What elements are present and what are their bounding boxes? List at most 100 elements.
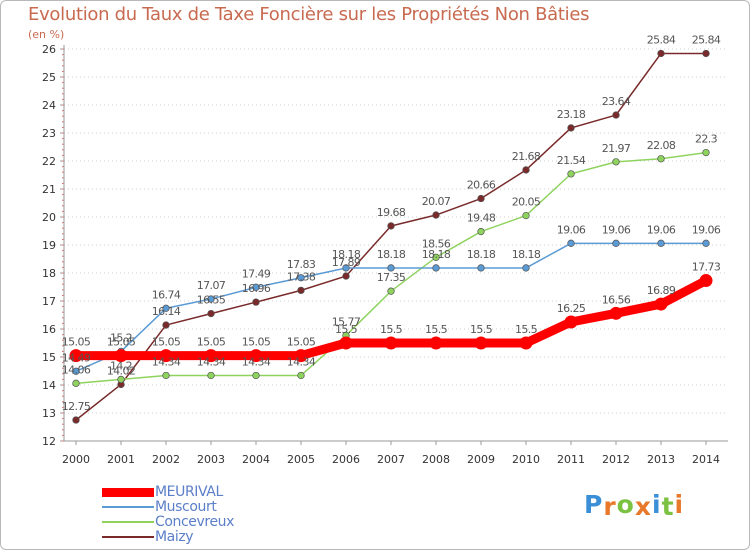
- data-point-muscourt-2005: [297, 274, 305, 282]
- x-tick-label-2004: 2004: [242, 453, 270, 466]
- data-label-maizy-2009: 20.66: [467, 179, 496, 192]
- data-label-maizy-2011: 23.18: [557, 108, 586, 121]
- data-label-maizy-2001: 14.02: [107, 364, 136, 377]
- data-point-muscourt-2007: [387, 264, 395, 272]
- data-label-muscourt-2004: 17.49: [242, 267, 271, 280]
- data-label-maizy-2012: 23.64: [602, 95, 631, 108]
- y-tick-label-14: 14: [42, 379, 56, 392]
- data-label-muscourt-2009: 18.18: [467, 248, 496, 261]
- data-point-maizy-2000: [72, 416, 80, 424]
- data-label-meurival-2008: 15.5: [425, 323, 448, 336]
- data-label-concevreux-2014: 22.3: [695, 133, 718, 146]
- data-label-muscourt-2008: 18.18: [422, 248, 451, 261]
- y-tick-label-13: 13: [42, 407, 56, 420]
- data-point-concevreux-2004: [252, 371, 260, 380]
- data-label-maizy-2007: 19.68: [377, 206, 406, 219]
- data-point-maizy-2010: [522, 166, 530, 174]
- data-point-muscourt-2009: [477, 264, 485, 272]
- data-label-meurival-2009: 15.5: [470, 323, 493, 336]
- data-label-muscourt-2002: 16.74: [152, 288, 181, 301]
- data-label-maizy-2014: 25.84: [692, 33, 721, 46]
- data-point-concevreux-2005: [297, 371, 305, 380]
- data-label-maizy-2008: 20.07: [422, 195, 451, 208]
- data-point-muscourt-2004: [252, 283, 260, 291]
- data-point-muscourt-2006: [342, 264, 350, 272]
- data-point-concevreux-2010: [522, 211, 530, 220]
- legend-label-muscourt: Muscourt: [155, 499, 217, 515]
- x-tick-label-2009: 2009: [467, 453, 495, 466]
- chart-title: Evolution du Taux de Taxe Foncière sur l…: [28, 4, 590, 25]
- data-point-maizy-2005: [297, 286, 305, 295]
- legend-label-concevreux: Concevreux: [155, 514, 235, 530]
- data-label-meurival-2012: 16.56: [602, 293, 631, 306]
- data-label-muscourt-2007: 18.18: [377, 248, 406, 261]
- data-point-maizy-2011: [567, 124, 575, 132]
- data-point-concevreux-2009: [477, 227, 485, 236]
- data-point-meurival-2002: [159, 349, 173, 363]
- x-tick-label-2002: 2002: [152, 453, 180, 466]
- x-tick-label-2000: 2000: [62, 453, 90, 466]
- data-label-muscourt-2013: 19.06: [647, 223, 676, 236]
- data-point-muscourt-2013: [657, 239, 665, 247]
- data-label-maizy-2004: 16.96: [242, 282, 271, 295]
- y-tick-label-24: 24: [42, 99, 56, 112]
- x-tick-label-2011: 2011: [557, 453, 585, 466]
- data-point-meurival-2000: [69, 349, 83, 363]
- data-point-concevreux-2014: [702, 148, 710, 157]
- data-label-concevreux-2001: 14.2: [110, 359, 132, 372]
- y-tick-label-18: 18: [42, 267, 56, 280]
- data-point-concevreux-2007: [387, 287, 395, 295]
- data-point-meurival-2011: [564, 315, 578, 329]
- x-tick-label-2010: 2010: [512, 453, 540, 466]
- data-label-muscourt-2011: 19.06: [557, 223, 586, 236]
- data-label-meurival-2004: 15.05: [242, 336, 271, 349]
- data-point-maizy-2002: [162, 321, 170, 329]
- x-tick-label-2003: 2003: [197, 453, 225, 466]
- x-tick-label-2007: 2007: [377, 453, 405, 466]
- y-tick-label-15: 15: [42, 351, 56, 364]
- data-label-concevreux-2003: 14.34: [197, 355, 226, 368]
- data-point-concevreux-2001: [117, 375, 125, 384]
- x-tick-label-2012: 2012: [602, 453, 630, 466]
- data-point-concevreux-2003: [207, 371, 215, 380]
- data-point-meurival-2001: [114, 349, 128, 363]
- data-label-concevreux-2013: 22.08: [647, 139, 676, 152]
- legend-swatch-meurival: [102, 487, 154, 497]
- data-point-muscourt-2014: [702, 239, 710, 247]
- y-tick-label-26: 26: [42, 43, 56, 56]
- data-point-muscourt-2011: [567, 239, 575, 247]
- data-point-meurival-2009: [474, 336, 488, 350]
- data-point-meurival-2014: [699, 274, 713, 288]
- data-label-concevreux-2009: 19.48: [467, 212, 496, 225]
- data-label-concevreux-2008: 18.56: [422, 237, 451, 250]
- data-point-meurival-2007: [384, 336, 398, 350]
- data-point-muscourt-2000: [72, 367, 80, 375]
- data-label-muscourt-2006: 18.18: [332, 248, 361, 261]
- y-tick-label-12: 12: [42, 435, 56, 448]
- data-label-maizy-2013: 25.84: [647, 33, 676, 46]
- data-label-muscourt-2005: 17.83: [287, 258, 316, 271]
- data-label-maizy-2002: 16.14: [152, 305, 181, 318]
- data-point-maizy-2013: [657, 49, 665, 58]
- data-point-meurival-2013: [654, 297, 668, 311]
- data-point-maizy-2008: [432, 211, 440, 219]
- data-point-maizy-2003: [207, 309, 215, 318]
- data-label-concevreux-2012: 21.97: [602, 142, 631, 155]
- data-label-concevreux-2004: 14.34: [242, 355, 271, 368]
- y-tick-label-19: 19: [42, 239, 56, 252]
- x-tick-label-2013: 2013: [647, 453, 675, 466]
- data-label-muscourt-2000: 14.49: [62, 351, 91, 364]
- data-label-muscourt-2003: 17.07: [197, 279, 226, 292]
- data-point-maizy-2004: [252, 298, 260, 306]
- unit-label: (en %): [28, 28, 65, 41]
- data-label-meurival-2010: 15.5: [515, 323, 538, 336]
- y-tick-label-22: 22: [42, 155, 56, 168]
- data-label-concevreux-2007: 17.35: [377, 271, 406, 284]
- data-point-meurival-2006: [339, 336, 353, 350]
- data-label-maizy-2005: 17.38: [287, 270, 316, 283]
- legend-swatch-maizy: [102, 536, 154, 538]
- data-label-muscourt-2012: 19.06: [602, 223, 631, 236]
- data-point-meurival-2005: [294, 349, 308, 363]
- data-label-concevreux-2006: 15.77: [332, 315, 361, 328]
